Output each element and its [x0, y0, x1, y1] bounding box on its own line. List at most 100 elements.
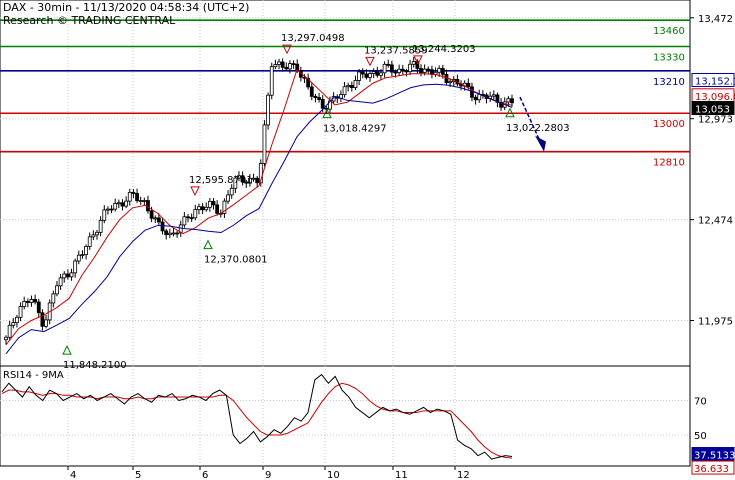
candle-body [258, 163, 263, 184]
rsi-last-box [691, 447, 735, 462]
candle-body [422, 68, 427, 73]
candle-body [291, 63, 296, 66]
candle-body [233, 177, 238, 189]
high-label: 13,297.0498 [281, 33, 345, 44]
low-label: 12,370.0801 [204, 255, 268, 266]
candle-body [171, 232, 176, 235]
candle-body [127, 191, 132, 202]
candle-body [389, 64, 394, 73]
candle-body [22, 301, 27, 307]
candle-body [284, 66, 289, 70]
candle-body [324, 107, 329, 110]
candle-body [153, 217, 158, 220]
candle-body [251, 177, 256, 180]
low-marker [322, 108, 332, 119]
y-tick-label: 11,975 [698, 317, 733, 328]
candle-body [182, 216, 187, 226]
candle-body [309, 86, 314, 97]
candle-body [371, 71, 376, 74]
x-tick-label: 6 [202, 470, 208, 480]
candle-body [149, 210, 154, 219]
candle-body [346, 84, 351, 88]
rsi-last-label: 37.5133 [694, 451, 735, 462]
candle-body [51, 293, 56, 304]
candle-body [317, 97, 321, 100]
candle-body [262, 124, 267, 164]
candle-body [87, 236, 92, 247]
forecast-arrowhead [535, 135, 546, 152]
candle-body [98, 219, 103, 233]
candle-body [408, 63, 412, 73]
candle-body [200, 206, 205, 211]
candle-body [15, 316, 19, 323]
rsi-panel-bg [0, 365, 691, 467]
candle-body [226, 194, 230, 202]
candle-body [138, 200, 143, 202]
y-tick-label: 12,474 [698, 216, 733, 227]
candle-body [430, 69, 434, 75]
candle-body [320, 99, 325, 109]
candle-body [448, 81, 453, 84]
level-label-13330: 13330 [653, 53, 685, 64]
candle-body [313, 95, 318, 98]
candle-body [33, 299, 38, 303]
candle-body [466, 82, 471, 88]
candle-body [411, 61, 416, 65]
x-tick-label: 9 [265, 470, 271, 480]
candle-body [91, 234, 96, 238]
candle-body [80, 254, 85, 257]
candle-body [222, 200, 227, 214]
high-marker [413, 55, 423, 66]
candle-body [142, 200, 147, 202]
candle-body [55, 285, 59, 295]
x-tick-label: 10 [327, 470, 340, 480]
last-price-label: 13,096.0 [695, 92, 735, 103]
candle-body [116, 202, 121, 205]
candle-body [510, 98, 514, 104]
candle-body [36, 301, 41, 314]
candle-body [204, 206, 209, 211]
candle-body [379, 72, 383, 76]
candle-body [266, 94, 271, 126]
candle-body [404, 70, 409, 73]
candle-body [193, 209, 198, 219]
candle-body [164, 230, 169, 236]
candle-body [215, 204, 220, 214]
candle-body [106, 208, 110, 211]
x-tick-label: 11 [395, 470, 408, 480]
level-label-13210: 13210 [653, 77, 685, 88]
rsi-title: RSI14 - 9MA [3, 370, 64, 381]
candle-body [4, 336, 8, 341]
candle-body [440, 68, 445, 75]
candle-body [499, 101, 503, 108]
high-label: 12,595.8701 [189, 175, 253, 186]
candle-body [178, 224, 183, 234]
candle-body [84, 246, 88, 256]
candle-body [288, 63, 292, 70]
x-tick-label: 5 [135, 470, 141, 480]
low-label: 13,018.4297 [323, 124, 387, 135]
candle-body [375, 71, 380, 76]
candle-body [360, 71, 365, 75]
candle-body [29, 299, 34, 303]
candle-body [506, 98, 511, 103]
candle-body [415, 61, 420, 69]
candle-body [342, 86, 347, 96]
candle-body [473, 96, 478, 101]
candle-body [277, 61, 281, 65]
high-marker [190, 186, 200, 197]
candle-body [240, 175, 245, 183]
horizontal-levels: 13460 13330 13210 13000 12810 [0, 19, 690, 169]
candle-body [237, 175, 241, 179]
candle-body [306, 77, 311, 88]
rsi-lines [1, 373, 513, 460]
high-label: 13,244.3203 [412, 44, 476, 55]
candle-body [11, 322, 16, 326]
x-tick-label: 4 [70, 470, 76, 480]
candle-body [273, 64, 278, 68]
level-label-12810: 12810 [653, 158, 685, 169]
level-label-13460: 13460 [653, 26, 685, 37]
candle-body [73, 260, 78, 274]
